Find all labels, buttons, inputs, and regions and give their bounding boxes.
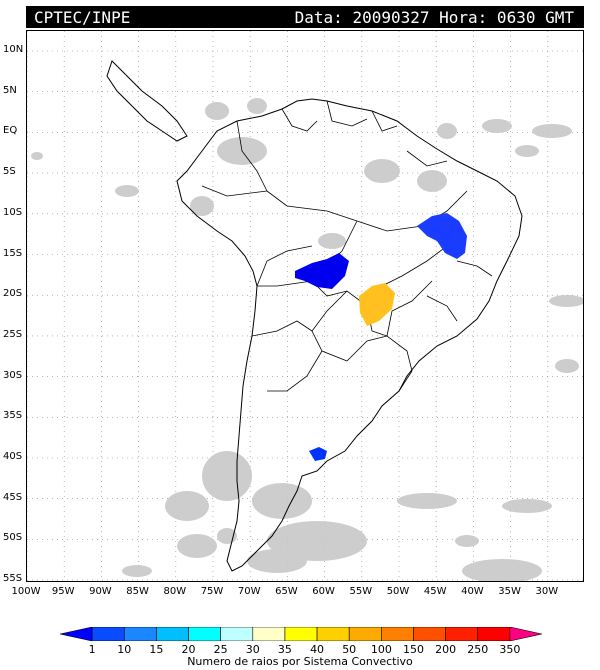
lon-label: 85W [126, 586, 149, 597]
colorbar-tick-label: 20 [181, 643, 196, 656]
lat-label: 30S [3, 369, 23, 381]
lat-label: 55S [3, 573, 23, 585]
lat-label: 45S [3, 491, 23, 503]
colorbar [60, 627, 542, 641]
lon-label: 80W [163, 586, 187, 597]
lat-label: 5S [3, 166, 16, 178]
colorbar-segment [123, 627, 157, 641]
colorbar-segment [316, 627, 350, 641]
colorbar-segment [477, 627, 511, 641]
colorbar-title: Numero de raios por Sistema Convectivo [187, 655, 413, 668]
colorbar-segment [509, 627, 542, 641]
convective-systems [295, 213, 467, 461]
lon-label: 90W [89, 586, 112, 597]
continent-outline [176, 98, 523, 572]
colorbar-segment [220, 627, 254, 641]
lat-label: EQ [3, 125, 18, 137]
lon-label: 50W [386, 586, 410, 597]
system-bahia [417, 213, 467, 259]
colorbar-tick-label: 40 [310, 643, 325, 656]
source-label: CPTEC/INPE [34, 8, 131, 27]
lon-label: 35W [498, 586, 521, 597]
south-america-map[interactable] [27, 31, 584, 582]
system-ms [359, 283, 395, 326]
lon-label: 55W [349, 586, 373, 597]
lon-label: 30W [535, 586, 559, 597]
colorbar-tick-label: 1 [88, 643, 96, 656]
lon-label: 100W [11, 586, 41, 597]
colorbar-tick-label: 200 [435, 643, 457, 656]
lon-label: 40W [461, 586, 484, 597]
colorbar-tick-label: 15 [149, 643, 164, 656]
lon-label: 60W [312, 586, 335, 597]
colorbar-tick-label: 10 [117, 643, 132, 656]
lon-label: 65W [275, 586, 298, 597]
lon-label: 70W [237, 586, 261, 597]
colorbar-tick-label: 150 [402, 643, 424, 656]
colorbar-segment [284, 627, 318, 641]
colorbar-segment [348, 627, 382, 641]
lat-label: 35S [3, 410, 23, 422]
colorbar-segment [445, 627, 479, 641]
lat-label: 15S [3, 247, 23, 259]
colorbar-tick-label: 25 [213, 643, 228, 656]
map-panel[interactable] [26, 30, 584, 582]
colorbar-tick-label: 100 [370, 643, 392, 656]
colorbar-tick-label: 35 [277, 643, 292, 656]
lat-label: 25S [3, 328, 23, 340]
central-america-outline [106, 60, 188, 142]
system-mato-grosso [295, 253, 349, 289]
colorbar-segment [91, 627, 125, 641]
lat-label: 20S [3, 288, 23, 300]
colorbar-segment [156, 627, 189, 641]
lat-label: 10N [3, 44, 24, 55]
colorbar-segment [413, 627, 446, 641]
colorbar-segment [381, 627, 414, 641]
lat-label: 50S [3, 532, 23, 544]
map-header: CPTEC/INPE Data: 20090327 Hora: 0630 GMT [26, 6, 584, 28]
colorbar-segment [188, 627, 221, 641]
colorbar-tick-label: 250 [467, 643, 489, 656]
colorbar-tick-label: 30 [245, 643, 260, 656]
colorbar-segment [60, 627, 93, 641]
colorbar-segment [252, 627, 286, 641]
system-argentina [309, 447, 327, 461]
lat-label: 5N [3, 84, 17, 96]
lat-label: 10S [3, 206, 23, 218]
cloud-cover [31, 98, 583, 581]
lon-label: 75W [200, 586, 224, 597]
lon-label: 95W [51, 586, 75, 597]
lat-label: 40S [3, 451, 23, 462]
datetime-label: Data: 20090327 Hora: 0630 GMT [294, 8, 574, 27]
colorbar-tick-label: 50 [342, 643, 357, 656]
colorbar-tick-label: 350 [499, 643, 521, 656]
lon-label: 45W [423, 586, 447, 597]
